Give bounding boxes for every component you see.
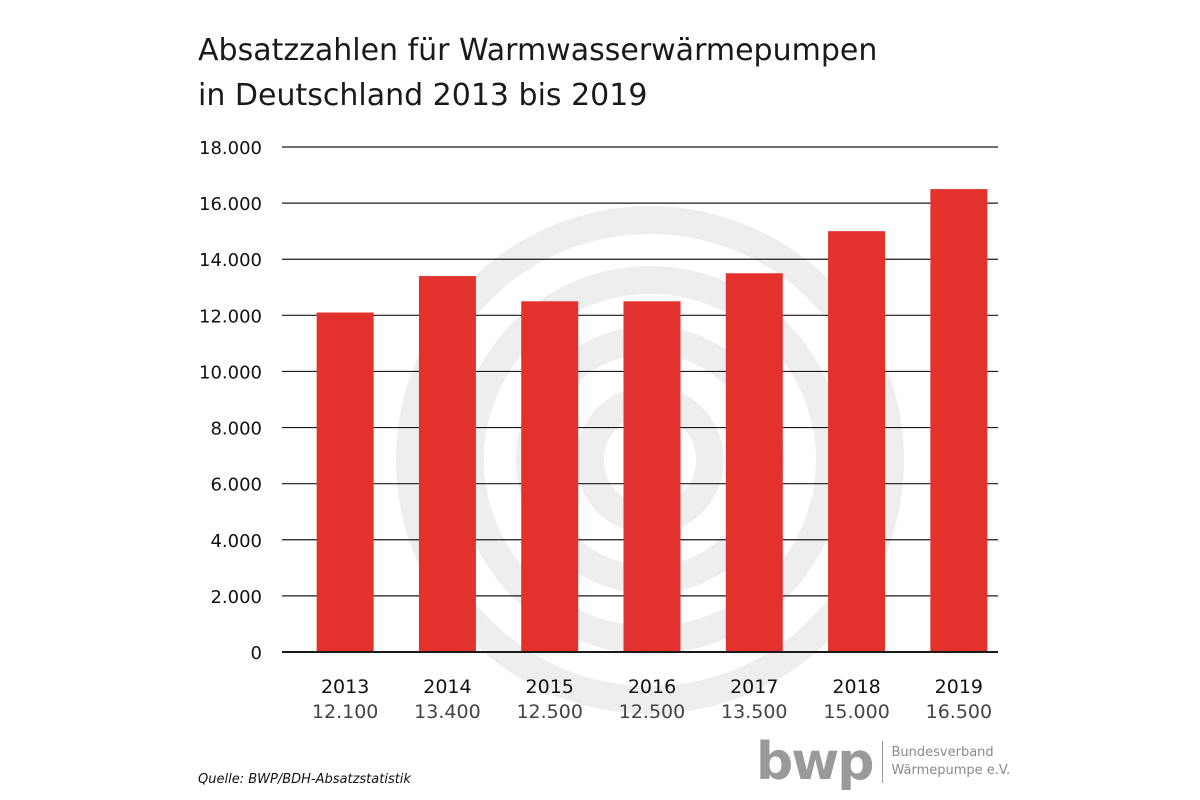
x-category-label-2018: 2018: [832, 676, 880, 698]
data-label-2017: 13.500: [721, 701, 787, 723]
data-label-2019: 16.500: [926, 701, 992, 723]
data-label-2016: 12.500: [619, 701, 685, 723]
logo-divider: [882, 741, 884, 783]
bar-2015: [521, 301, 579, 651]
data-label-2018: 15.000: [823, 701, 889, 723]
x-category-label-2014: 2014: [423, 676, 471, 698]
x-category-label-2016: 2016: [628, 676, 676, 698]
source-note: Quelle: BWP/BDH-Absatzstatistik: [198, 772, 411, 787]
y-tick-label-6000: 6.000: [210, 475, 262, 496]
bwp-logo: bwp Bundesverband Wärmepumpe e.V.: [756, 732, 1010, 792]
x-category-label-2015: 2015: [526, 676, 574, 698]
x-category-label-2017: 2017: [730, 676, 778, 698]
y-tick-label-14000: 14.000: [199, 250, 262, 271]
data-label-2014: 13.400: [414, 701, 480, 723]
logo-text: Bundesverband Wärmepumpe e.V.: [891, 744, 1010, 780]
x-category-label-2019: 2019: [935, 676, 983, 698]
x-category-label-2013: 2013: [321, 676, 369, 698]
y-tick-label-0: 0: [251, 643, 262, 664]
data-label-2013: 12.100: [312, 701, 378, 723]
bar-2014: [418, 276, 476, 651]
y-tick-label-12000: 12.000: [199, 306, 262, 327]
bars: [316, 189, 988, 652]
y-tick-label-10000: 10.000: [199, 362, 262, 383]
y-tick-label-16000: 16.000: [199, 194, 262, 215]
y-tick-label-8000: 8.000: [210, 419, 262, 440]
bar-2013: [316, 312, 374, 651]
y-axis-tick-labels: 0 2.000 4.000 6.000 8.000 10.000 12.000 14.000 1…: [199, 138, 262, 664]
logo-text-line-1: Bundesverband: [891, 745, 994, 760]
chart-title-line-2: in Deutschland 2013 bis 2019: [198, 78, 648, 113]
bar-2017: [725, 273, 783, 651]
logo-text-line-2: Wärmepumpe e.V.: [891, 763, 1011, 778]
chart-title: Absatzzahlen für Warmwasserwärmepumpen i…: [198, 28, 877, 118]
chart-title-line-1: Absatzzahlen für Warmwasserwärmepumpen: [198, 33, 878, 68]
y-tick-label-2000: 2.000: [210, 587, 262, 608]
logo-mark: bwp: [756, 732, 874, 792]
data-label-2015: 12.500: [516, 701, 582, 723]
x-axis-labels: 2013 12.100 2014 13.400 2015 12.500 2016 12.500…: [312, 676, 992, 723]
y-tick-label-4000: 4.000: [210, 531, 262, 552]
bar-2018: [828, 231, 886, 651]
y-tick-label-18000: 18.000: [199, 138, 262, 159]
bar-2019: [930, 189, 988, 652]
bar-2016: [623, 301, 681, 651]
